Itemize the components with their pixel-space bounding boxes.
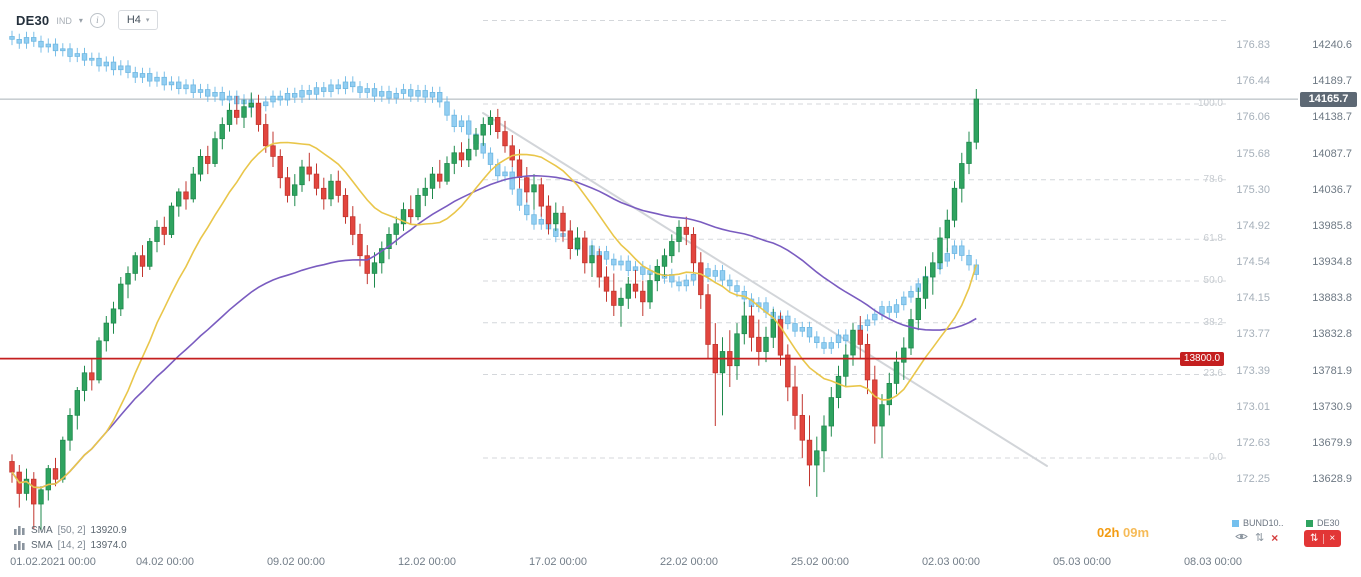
button-divider (1323, 533, 1325, 544)
indicator-row-sma14[interactable]: SMA [14, 2] 13974.0 (13, 539, 127, 551)
legend-de30[interactable]: DE30 (1306, 518, 1340, 528)
level-price-badge: 13800.0 (1180, 352, 1224, 366)
countdown-minutes: 09m (1123, 525, 1150, 540)
scale-arrows-icon[interactable]: ⇅ (1255, 532, 1265, 544)
legend-swatch-bund (1232, 519, 1239, 527)
fib-retracement[interactable] (483, 20, 1228, 459)
remove-overlay-icon[interactable]: × (1271, 531, 1279, 545)
info-icon[interactable]: i (89, 12, 105, 28)
close-instrument-button[interactable]: ⇅ × (1304, 530, 1342, 547)
candle-countdown: 02h 09m (1097, 525, 1149, 540)
legend-swatch-de30 (1306, 519, 1313, 527)
legend-bund[interactable]: BUND10.. (1232, 518, 1284, 528)
visibility-eye-icon[interactable] (1235, 532, 1248, 544)
indicator-name: SMA (31, 524, 53, 536)
indicator-chart-icon (14, 526, 25, 535)
indicator-value: 13974.0 (90, 539, 127, 551)
indicator-params: [50, 2] (57, 524, 86, 536)
indicator-legend: SMA [50, 2] 13920.9 SMA [14, 2] 13974.0 (13, 524, 127, 551)
close-icon: × (1329, 533, 1336, 544)
sma14-line[interactable] (11, 141, 978, 489)
chevron-down-icon: ▾ (145, 17, 150, 24)
timeframe-button[interactable]: H4 ▾ (117, 10, 159, 30)
overlay-tools: ⇅ × (1235, 532, 1278, 544)
instrument-symbol[interactable]: DE30 (16, 12, 50, 28)
sma50-line[interactable] (11, 174, 977, 489)
instrument-header: DE30 IND ▾ i H4 ▾ (16, 10, 159, 30)
indicator-params: [14, 2] (57, 539, 86, 551)
sort-arrows-icon: ⇅ (1310, 533, 1319, 544)
bund-candles (9, 30, 979, 354)
current-price-badge: 14165.7 (1300, 92, 1357, 107)
instrument-type-label: IND (56, 16, 72, 26)
indicator-row-sma50[interactable]: SMA [50, 2] 13920.9 (13, 524, 127, 536)
trend-line[interactable] (482, 112, 1048, 467)
indicator-name: SMA (31, 539, 53, 551)
indicator-chart-icon (14, 541, 25, 550)
legend-label: DE30 (1317, 518, 1340, 528)
de30-candles (9, 89, 979, 531)
chevron-down-icon[interactable]: ▾ (78, 15, 83, 25)
legend-label: BUND10.. (1243, 518, 1284, 528)
countdown-hours: 02h (1097, 525, 1120, 540)
indicator-value: 13920.9 (90, 524, 127, 536)
timeframe-label: H4 (126, 14, 141, 26)
